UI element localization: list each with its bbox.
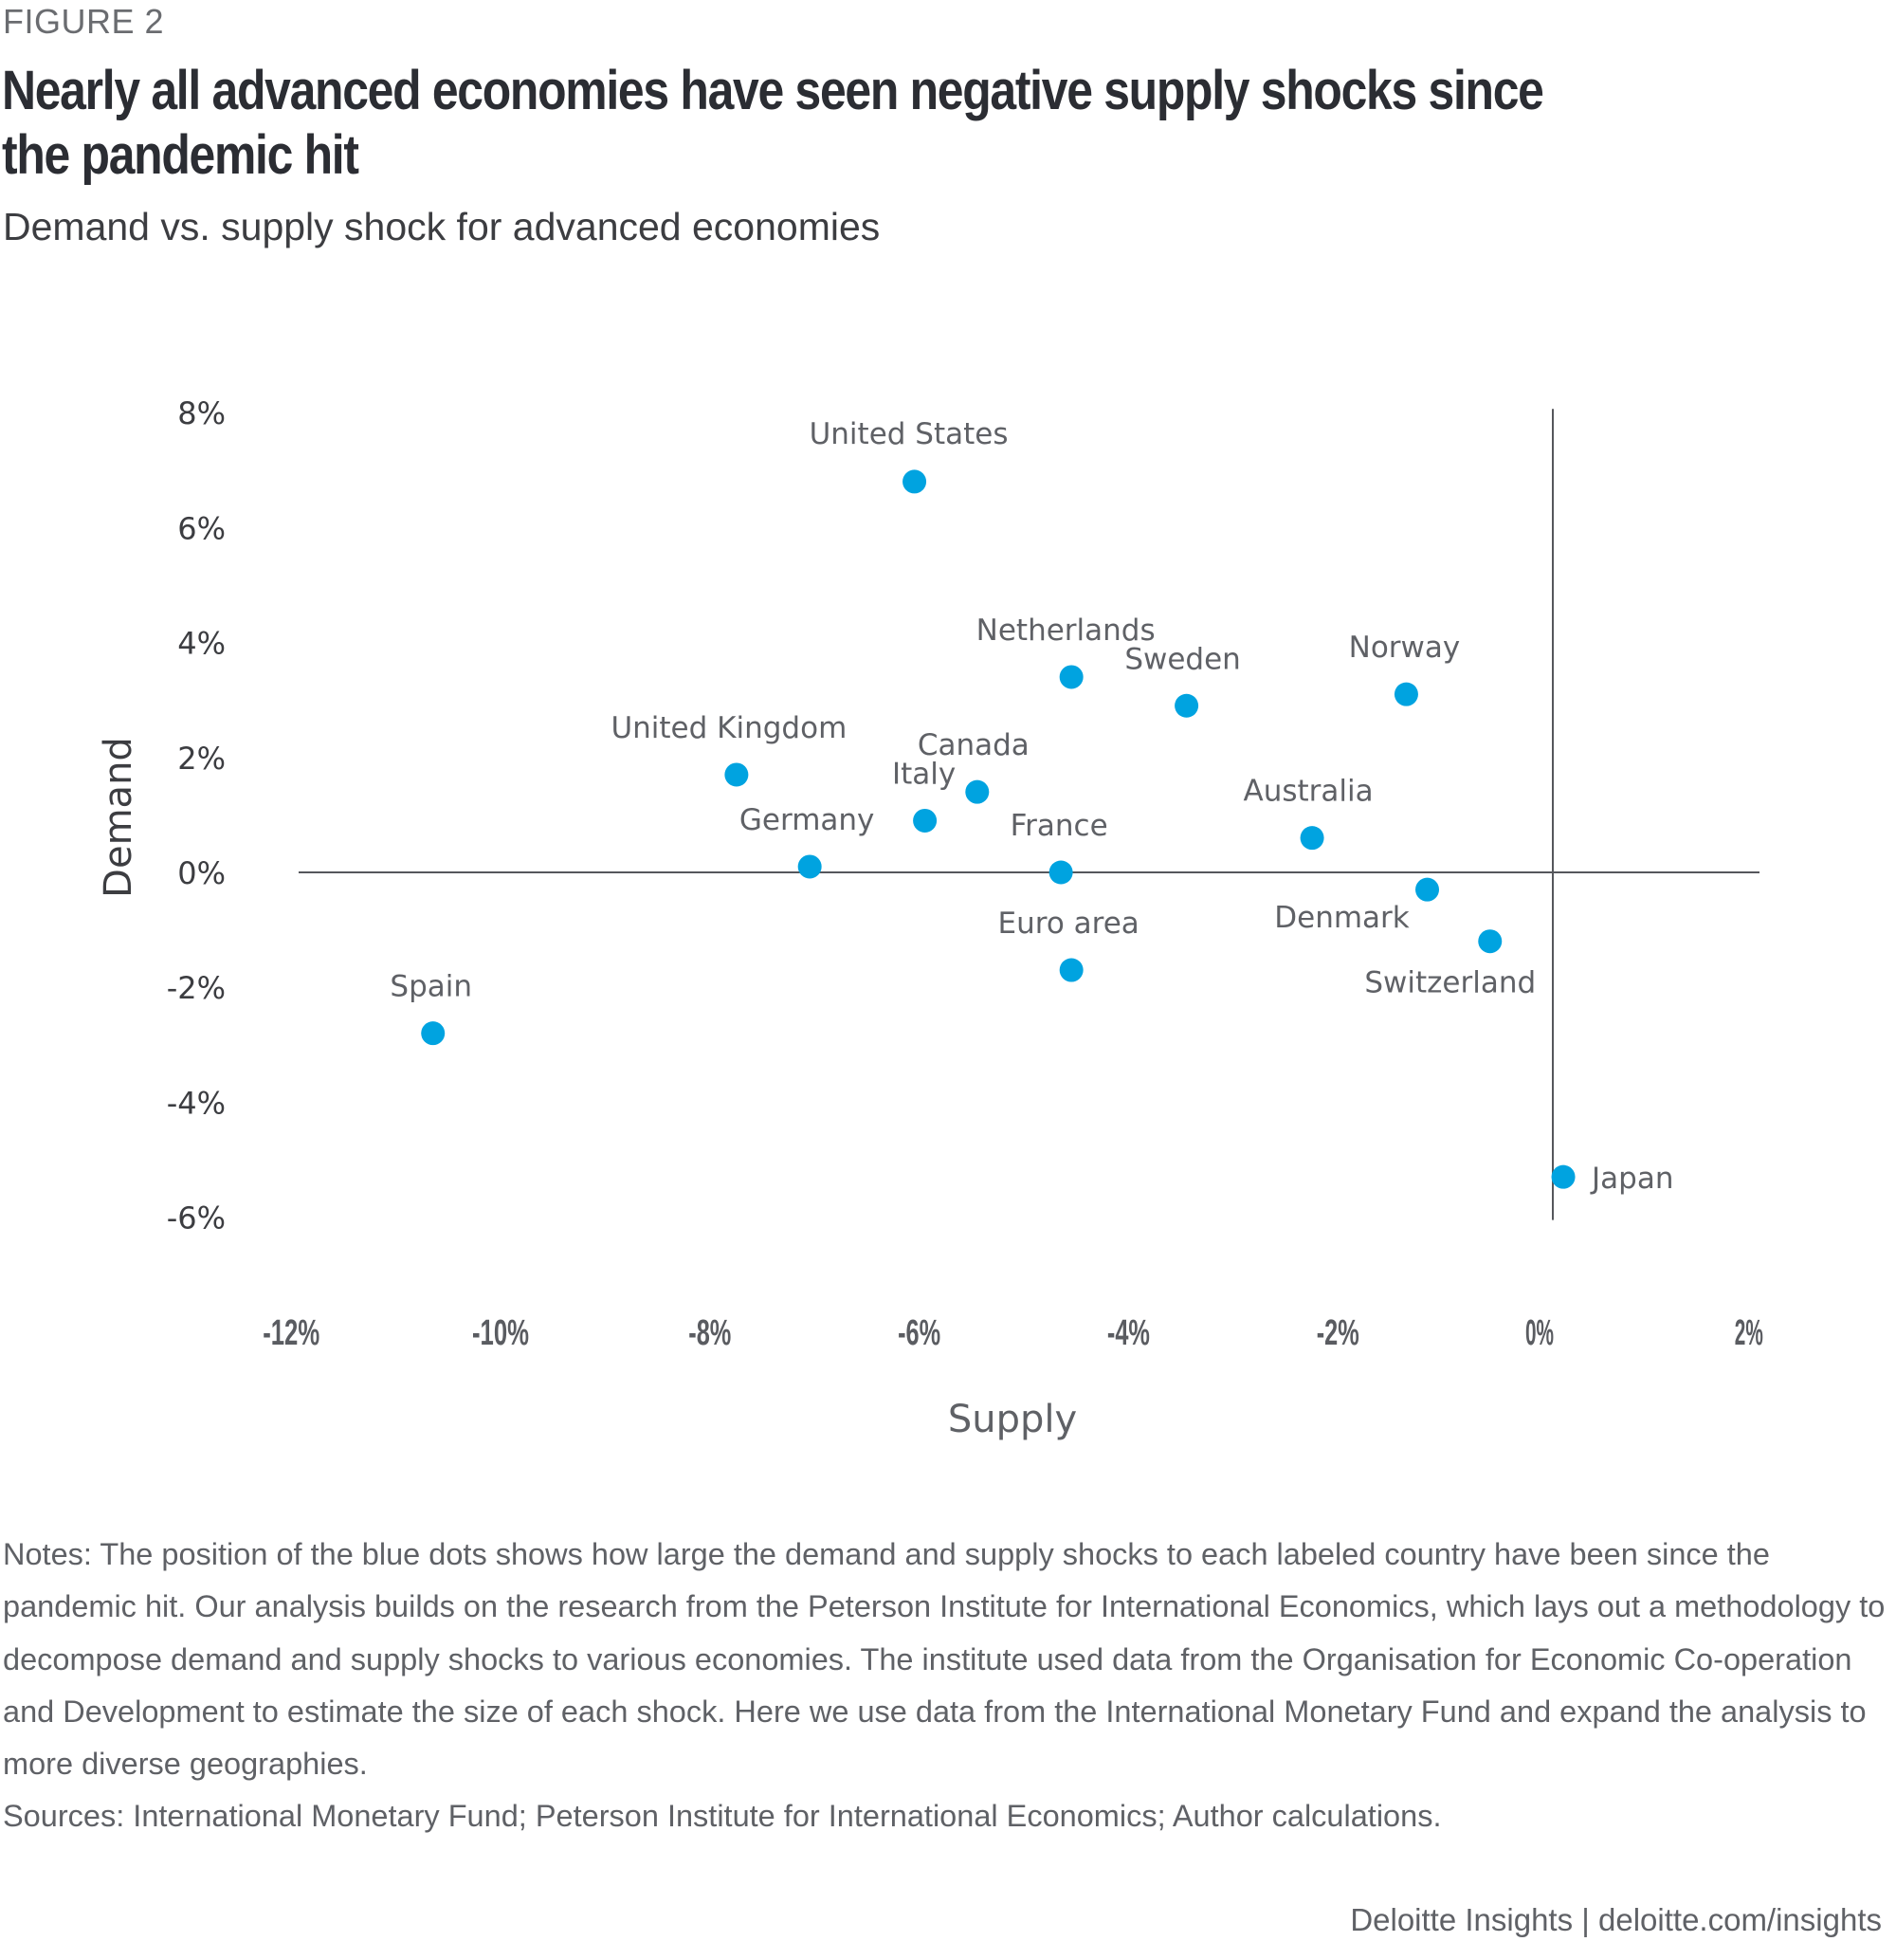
point-label: Switzerland	[1364, 966, 1536, 1000]
point-label: Japan	[1590, 1162, 1673, 1196]
y-axis-ticks: 8% 6% 4% 2% 0% -2% -4% -6%	[167, 395, 226, 1236]
y-tick-label: 8%	[177, 395, 226, 431]
data-point: Euro area	[998, 907, 1139, 982]
point-marker	[421, 1021, 446, 1046]
x-axis-ticks: -12% -10% -8% -6% -4% -2% 0% 2%	[263, 1313, 1763, 1353]
data-point: Canada	[918, 728, 1030, 804]
point-label: Euro area	[998, 907, 1139, 941]
point-marker	[902, 469, 927, 494]
data-point: Netherlands	[976, 614, 1156, 689]
point-marker	[724, 762, 749, 787]
point-label: Canada	[918, 728, 1030, 762]
data-point: Italy	[892, 757, 956, 833]
y-tick-label: 6%	[177, 510, 226, 546]
x-tick-label: -8%	[688, 1313, 731, 1353]
data-point: Australia	[1244, 775, 1374, 851]
y-tick-label: 2%	[177, 741, 226, 777]
point-label: Germany	[739, 803, 874, 837]
point-label: Sweden	[1124, 642, 1241, 676]
axes	[299, 409, 1759, 1220]
y-tick-label: -6%	[167, 1200, 226, 1236]
point-label: Norway	[1349, 631, 1461, 665]
sources-text: Sources: International Monetary Fund; Pe…	[3, 1799, 1442, 1834]
point-label: Denmark	[1274, 901, 1410, 935]
y-tick-label: -2%	[167, 970, 226, 1006]
chart-subtitle: Demand vs. supply shock for advanced eco…	[3, 205, 881, 248]
point-label: Italy	[892, 757, 956, 791]
x-tick-label: -6%	[898, 1313, 940, 1353]
data-point: Switzerland	[1364, 929, 1536, 1000]
point-marker	[965, 779, 990, 804]
y-tick-label: 4%	[177, 626, 226, 662]
x-tick-label: -2%	[1317, 1313, 1359, 1353]
data-point: United States	[810, 417, 1009, 494]
point-marker	[797, 854, 822, 879]
data-point: United Kingdom	[611, 711, 847, 787]
point-marker	[1059, 958, 1084, 982]
y-axis-title: Demand	[97, 737, 140, 898]
x-tick-label: -10%	[472, 1313, 529, 1353]
point-marker	[1300, 826, 1324, 851]
chart-title: Nearly all advanced economies have seen …	[2, 60, 1544, 186]
notes-text: Notes: The position of the blue dots sho…	[3, 1537, 1886, 1782]
point-marker	[1048, 860, 1073, 885]
point-marker	[1394, 682, 1418, 706]
y-tick-label: -4%	[167, 1085, 226, 1121]
point-label: Spain	[390, 970, 472, 1004]
footer-credit: Deloitte Insights | deloitte.com/insight…	[1350, 1902, 1882, 1937]
notes-block: Notes: The position of the blue dots sho…	[3, 1529, 1889, 1843]
data-point: Spain	[390, 970, 472, 1046]
point-label: France	[1011, 809, 1108, 843]
figure-label: FIGURE 2	[3, 2, 165, 41]
x-tick-label: -12%	[263, 1313, 319, 1353]
data-point: France	[1011, 809, 1108, 885]
point-marker	[1175, 693, 1199, 718]
data-point: Denmark	[1274, 877, 1440, 935]
y-tick-label: 0%	[177, 855, 226, 891]
x-tick-label: -4%	[1107, 1313, 1150, 1353]
point-label: Netherlands	[976, 614, 1156, 648]
data-point: Sweden	[1124, 642, 1241, 718]
point-marker	[1551, 1164, 1576, 1189]
point-label: United States	[810, 417, 1009, 451]
data-point: Norway	[1349, 631, 1461, 706]
point-marker	[1059, 665, 1084, 689]
x-axis-title: Supply	[948, 1398, 1077, 1441]
point-marker	[1478, 929, 1503, 954]
x-tick-label: 0%	[1525, 1313, 1554, 1353]
data-point: Japan	[1551, 1162, 1674, 1196]
point-label: United Kingdom	[611, 711, 847, 745]
point-label: Australia	[1244, 775, 1374, 809]
point-marker	[1415, 877, 1440, 902]
x-tick-label: 2%	[1735, 1313, 1763, 1353]
data-point: Germany	[739, 803, 874, 879]
point-marker	[913, 808, 938, 833]
